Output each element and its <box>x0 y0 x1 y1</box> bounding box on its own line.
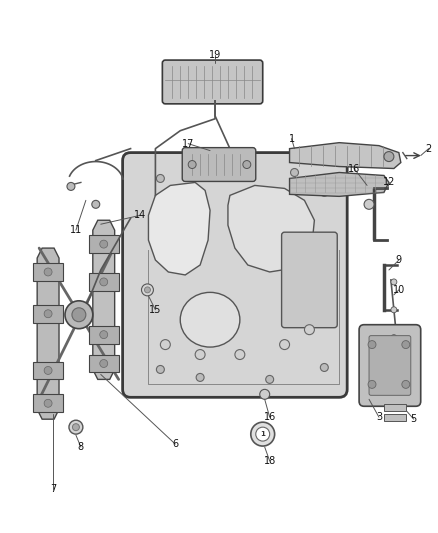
Circle shape <box>251 422 275 446</box>
Circle shape <box>44 367 52 375</box>
Circle shape <box>402 381 410 389</box>
FancyBboxPatch shape <box>123 152 347 397</box>
Circle shape <box>72 308 86 322</box>
Circle shape <box>391 279 397 285</box>
Circle shape <box>384 151 394 161</box>
Circle shape <box>100 278 108 286</box>
Circle shape <box>211 166 219 174</box>
Text: 16: 16 <box>348 164 360 174</box>
Text: 2: 2 <box>426 143 432 154</box>
FancyBboxPatch shape <box>359 325 421 406</box>
Bar <box>33 263 63 281</box>
Text: 19: 19 <box>209 50 221 60</box>
Text: 1: 1 <box>260 431 265 437</box>
Bar <box>33 394 63 412</box>
Circle shape <box>256 427 270 441</box>
Circle shape <box>188 160 196 168</box>
Circle shape <box>320 188 328 196</box>
Bar <box>89 354 119 373</box>
Text: 6: 6 <box>172 439 178 449</box>
Text: 8: 8 <box>78 442 84 452</box>
Text: 14: 14 <box>134 210 147 220</box>
Text: 11: 11 <box>70 225 82 235</box>
Circle shape <box>364 199 374 209</box>
Text: 12: 12 <box>383 177 395 188</box>
Text: 9: 9 <box>396 255 402 265</box>
Polygon shape <box>290 173 389 196</box>
Circle shape <box>100 240 108 248</box>
Circle shape <box>145 287 150 293</box>
Circle shape <box>156 174 164 182</box>
Bar <box>384 404 406 411</box>
Bar <box>89 235 119 253</box>
Bar <box>384 414 406 421</box>
Circle shape <box>368 381 376 389</box>
Circle shape <box>44 399 52 407</box>
FancyBboxPatch shape <box>162 60 263 104</box>
Circle shape <box>67 182 75 190</box>
Circle shape <box>243 160 251 168</box>
Text: 10: 10 <box>393 285 405 295</box>
Polygon shape <box>37 248 59 419</box>
Circle shape <box>402 341 410 349</box>
Ellipse shape <box>180 293 240 347</box>
Circle shape <box>304 325 314 335</box>
Bar <box>89 326 119 344</box>
Text: 7: 7 <box>50 484 56 494</box>
Circle shape <box>266 375 274 383</box>
Text: 15: 15 <box>149 305 162 315</box>
Polygon shape <box>148 182 210 275</box>
FancyBboxPatch shape <box>282 232 337 328</box>
Circle shape <box>44 310 52 318</box>
Polygon shape <box>93 220 115 379</box>
Text: 1: 1 <box>289 134 295 144</box>
Text: 3: 3 <box>376 412 382 422</box>
Bar <box>33 361 63 379</box>
Bar <box>89 273 119 291</box>
Polygon shape <box>290 143 401 168</box>
Circle shape <box>100 330 108 338</box>
Circle shape <box>156 366 164 374</box>
Text: 18: 18 <box>264 456 276 466</box>
Circle shape <box>92 200 100 208</box>
Text: 5: 5 <box>411 414 417 424</box>
Polygon shape <box>228 185 314 272</box>
Circle shape <box>44 268 52 276</box>
Circle shape <box>100 360 108 367</box>
Circle shape <box>141 284 153 296</box>
FancyBboxPatch shape <box>369 336 411 395</box>
Circle shape <box>260 389 270 399</box>
Text: 16: 16 <box>264 412 276 422</box>
Bar <box>33 305 63 322</box>
Circle shape <box>391 335 397 341</box>
Circle shape <box>279 340 290 350</box>
FancyBboxPatch shape <box>182 148 256 181</box>
Circle shape <box>290 168 298 176</box>
Circle shape <box>320 364 328 372</box>
Circle shape <box>391 307 397 313</box>
Circle shape <box>368 341 376 349</box>
Circle shape <box>65 301 93 329</box>
Circle shape <box>235 350 245 360</box>
Circle shape <box>72 424 79 431</box>
Text: 17: 17 <box>182 139 194 149</box>
Circle shape <box>196 374 204 382</box>
Circle shape <box>160 340 170 350</box>
Circle shape <box>69 420 83 434</box>
Circle shape <box>195 350 205 360</box>
